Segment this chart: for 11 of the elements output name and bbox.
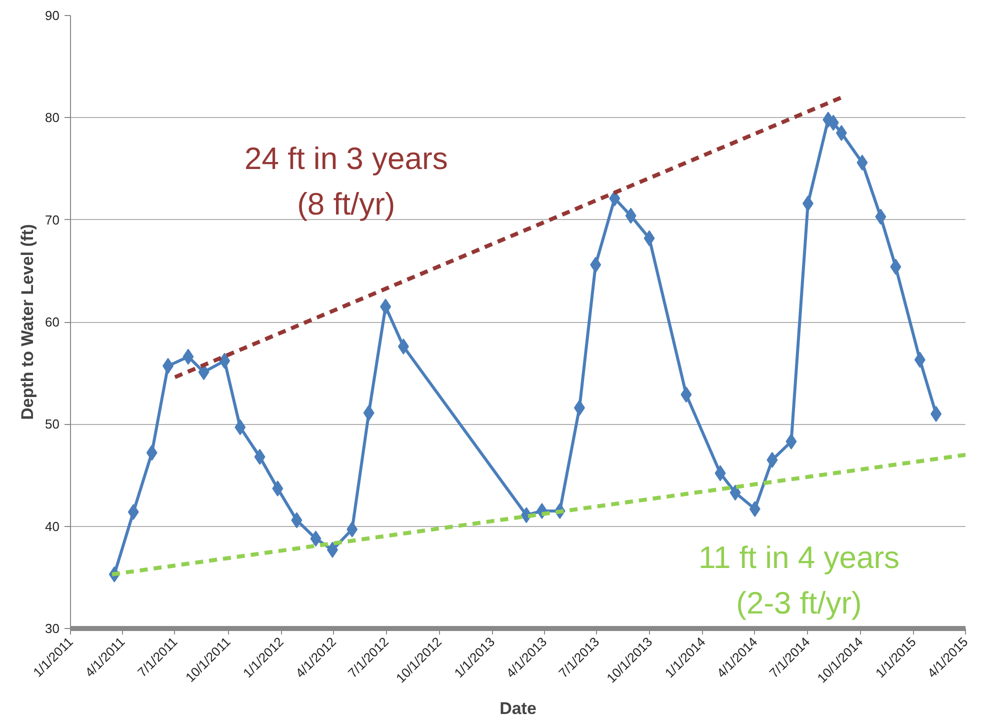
y-tick-label: 90: [45, 8, 60, 23]
y-tick-label: 50: [45, 416, 60, 432]
y-tick-label: 40: [45, 518, 60, 534]
y-axis-title: Depth to Water Level (ft): [18, 224, 38, 420]
y-tick-label: 30: [45, 621, 60, 636]
annotation: 11 ft in 4 years (2-3 ft/yr): [698, 540, 900, 620]
y-tick-label: 70: [45, 212, 60, 228]
y-tick-label: 60: [45, 314, 60, 330]
x-axis-title: Date: [500, 698, 536, 718]
annotation: 24 ft in 3 years (8 ft/yr): [244, 140, 448, 222]
y-tick-label: 80: [45, 110, 60, 126]
